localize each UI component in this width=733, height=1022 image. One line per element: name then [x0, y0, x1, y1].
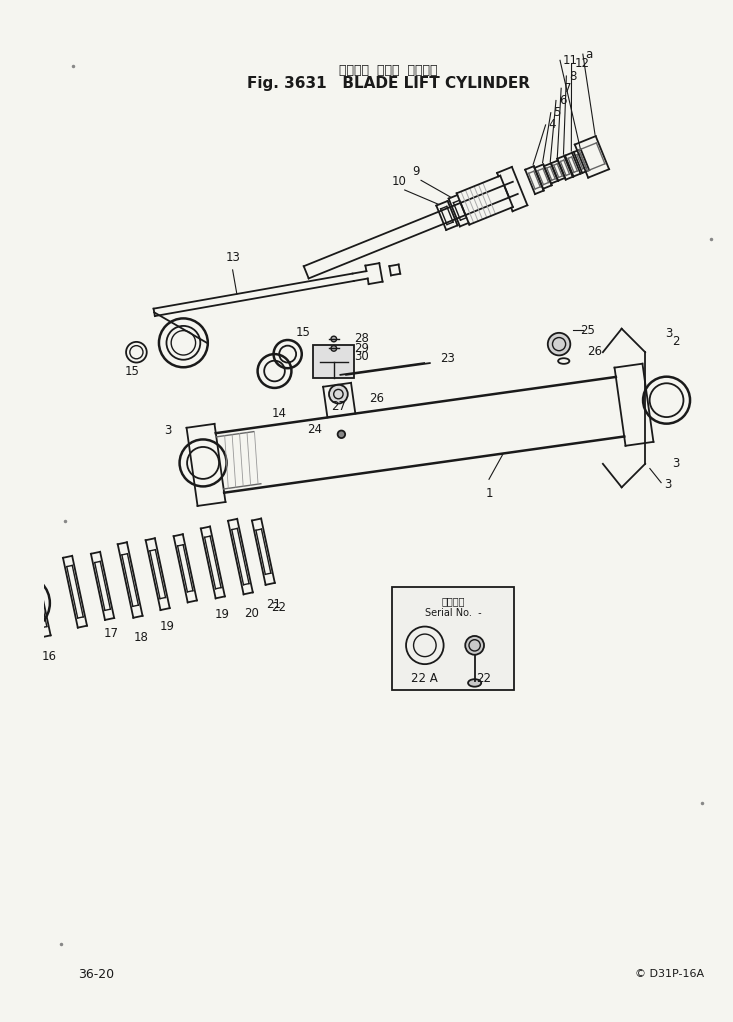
Text: a: a [586, 48, 593, 60]
Text: 14: 14 [272, 407, 287, 420]
Text: 17: 17 [104, 628, 119, 640]
Text: 3: 3 [665, 327, 672, 340]
Text: 3: 3 [672, 457, 679, 469]
Text: 20: 20 [243, 607, 259, 620]
Text: 27: 27 [331, 401, 347, 413]
Text: 10: 10 [391, 175, 407, 188]
Text: Serial No.  -: Serial No. - [424, 608, 482, 618]
Text: 29: 29 [355, 342, 369, 355]
Text: 25: 25 [580, 324, 594, 336]
Text: 19: 19 [160, 620, 175, 633]
Text: 22 A: 22 A [411, 671, 438, 685]
Text: 8: 8 [570, 69, 577, 83]
Text: 28: 28 [355, 332, 369, 345]
Text: 36-20: 36-20 [78, 968, 114, 981]
Text: 3: 3 [165, 423, 172, 436]
Text: 11: 11 [563, 54, 578, 66]
Text: 2: 2 [672, 335, 679, 349]
Text: 24: 24 [308, 423, 323, 436]
Text: 5: 5 [553, 106, 561, 120]
Text: 22: 22 [476, 671, 492, 685]
Text: 26: 26 [587, 345, 603, 358]
Text: 15: 15 [295, 326, 310, 339]
Text: 3: 3 [664, 478, 671, 491]
Bar [392, 587, 514, 691]
Text: 1: 1 [485, 486, 493, 500]
Text: 16: 16 [42, 650, 56, 663]
Text: 19: 19 [215, 608, 230, 621]
Text: 21: 21 [265, 598, 281, 611]
Text: 18: 18 [133, 631, 148, 644]
Ellipse shape [468, 680, 481, 687]
Text: 12: 12 [575, 57, 589, 71]
Circle shape [338, 430, 345, 438]
Text: 13: 13 [225, 251, 240, 265]
Text: 適用番号: 適用番号 [441, 596, 465, 606]
Text: 23: 23 [441, 352, 455, 365]
Circle shape [548, 333, 570, 356]
Text: 22: 22 [271, 601, 286, 614]
Text: 6: 6 [559, 94, 567, 107]
Text: © D31P-16A: © D31P-16A [635, 969, 704, 979]
Text: ブレード  リフト  シリンダ: ブレード リフト シリンダ [339, 63, 438, 77]
Text: 7: 7 [564, 82, 572, 95]
Text: Fig. 3631   BLADE LIFT CYLINDER: Fig. 3631 BLADE LIFT CYLINDER [247, 76, 530, 91]
Circle shape [465, 636, 484, 655]
Text: 30: 30 [355, 351, 369, 364]
Text: 15: 15 [125, 365, 139, 377]
Circle shape [331, 336, 336, 341]
Text: 9: 9 [413, 166, 420, 179]
Text: 4: 4 [548, 119, 556, 132]
Text: 26: 26 [369, 392, 384, 406]
Ellipse shape [329, 384, 347, 404]
FancyBboxPatch shape [313, 344, 355, 378]
Circle shape [331, 345, 336, 352]
